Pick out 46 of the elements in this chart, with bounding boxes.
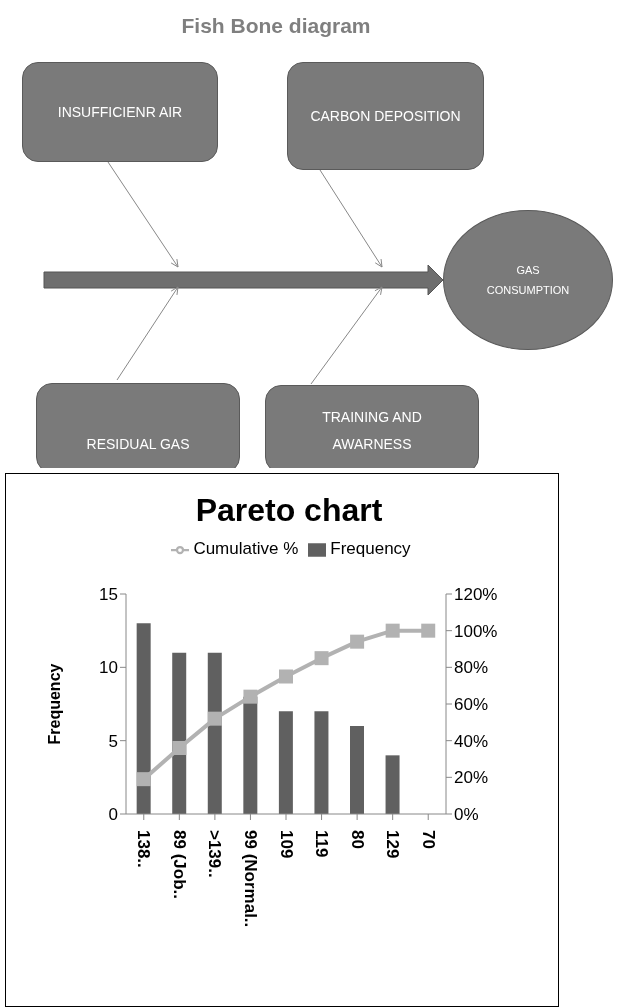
y-tick-label: 5 bbox=[108, 731, 118, 751]
text: INSUFFICIENR AIR bbox=[22, 62, 218, 162]
y-tick-label: 15 bbox=[99, 585, 118, 605]
y2-tick-label: 60% bbox=[454, 695, 489, 715]
x-tick-label: 138.. bbox=[134, 830, 154, 868]
x-tick-label: 119 bbox=[312, 830, 332, 858]
y2-tick-label: 40% bbox=[454, 731, 489, 751]
bar bbox=[350, 726, 364, 814]
x-tick-label: 80 bbox=[347, 830, 367, 849]
legend-label: Cumulative % bbox=[193, 539, 299, 558]
x-tick-label: 70 bbox=[418, 830, 438, 849]
y-tick-label: 10 bbox=[99, 658, 118, 678]
y2-tick-label: 80% bbox=[454, 658, 489, 678]
point bbox=[350, 634, 365, 649]
y-axis-title: Frequency bbox=[45, 663, 63, 745]
bar bbox=[207, 652, 222, 814]
legend-label: Frequency bbox=[330, 539, 411, 558]
x-tick-label: 89 (Job.. bbox=[169, 830, 189, 899]
text: TRAINING AND AWARNESS bbox=[321, 408, 423, 454]
y-tick-label: 0 bbox=[108, 805, 118, 825]
bar bbox=[278, 711, 293, 814]
point bbox=[421, 623, 436, 638]
chart-title: Pareto chart bbox=[194, 492, 384, 529]
text: Fish Bone diagram bbox=[180, 14, 372, 38]
y2-tick-label: 120% bbox=[454, 585, 498, 605]
bar bbox=[136, 623, 151, 814]
y2-tick-label: 0% bbox=[454, 805, 479, 825]
x-tick-label: 109 bbox=[276, 830, 296, 859]
point bbox=[172, 741, 187, 755]
y2-tick-label: 20% bbox=[454, 768, 489, 788]
text: GAS CONSUMPTION bbox=[443, 210, 613, 350]
bar bbox=[385, 755, 400, 814]
point bbox=[314, 651, 329, 666]
point bbox=[243, 689, 258, 704]
text: RESIDUAL GAS bbox=[85, 435, 191, 454]
text: CARBON DEPOSITION bbox=[287, 62, 484, 170]
point bbox=[279, 669, 293, 684]
x-tick-label: 99 (Normal.. bbox=[240, 830, 260, 928]
x-tick-label: 129 bbox=[383, 830, 403, 859]
point bbox=[136, 772, 151, 787]
y2-tick-label: 100% bbox=[454, 621, 498, 641]
x-tick-label: >139.. bbox=[205, 830, 225, 878]
point bbox=[385, 623, 400, 638]
bar bbox=[314, 711, 329, 814]
bar bbox=[172, 652, 187, 814]
point bbox=[207, 711, 222, 726]
